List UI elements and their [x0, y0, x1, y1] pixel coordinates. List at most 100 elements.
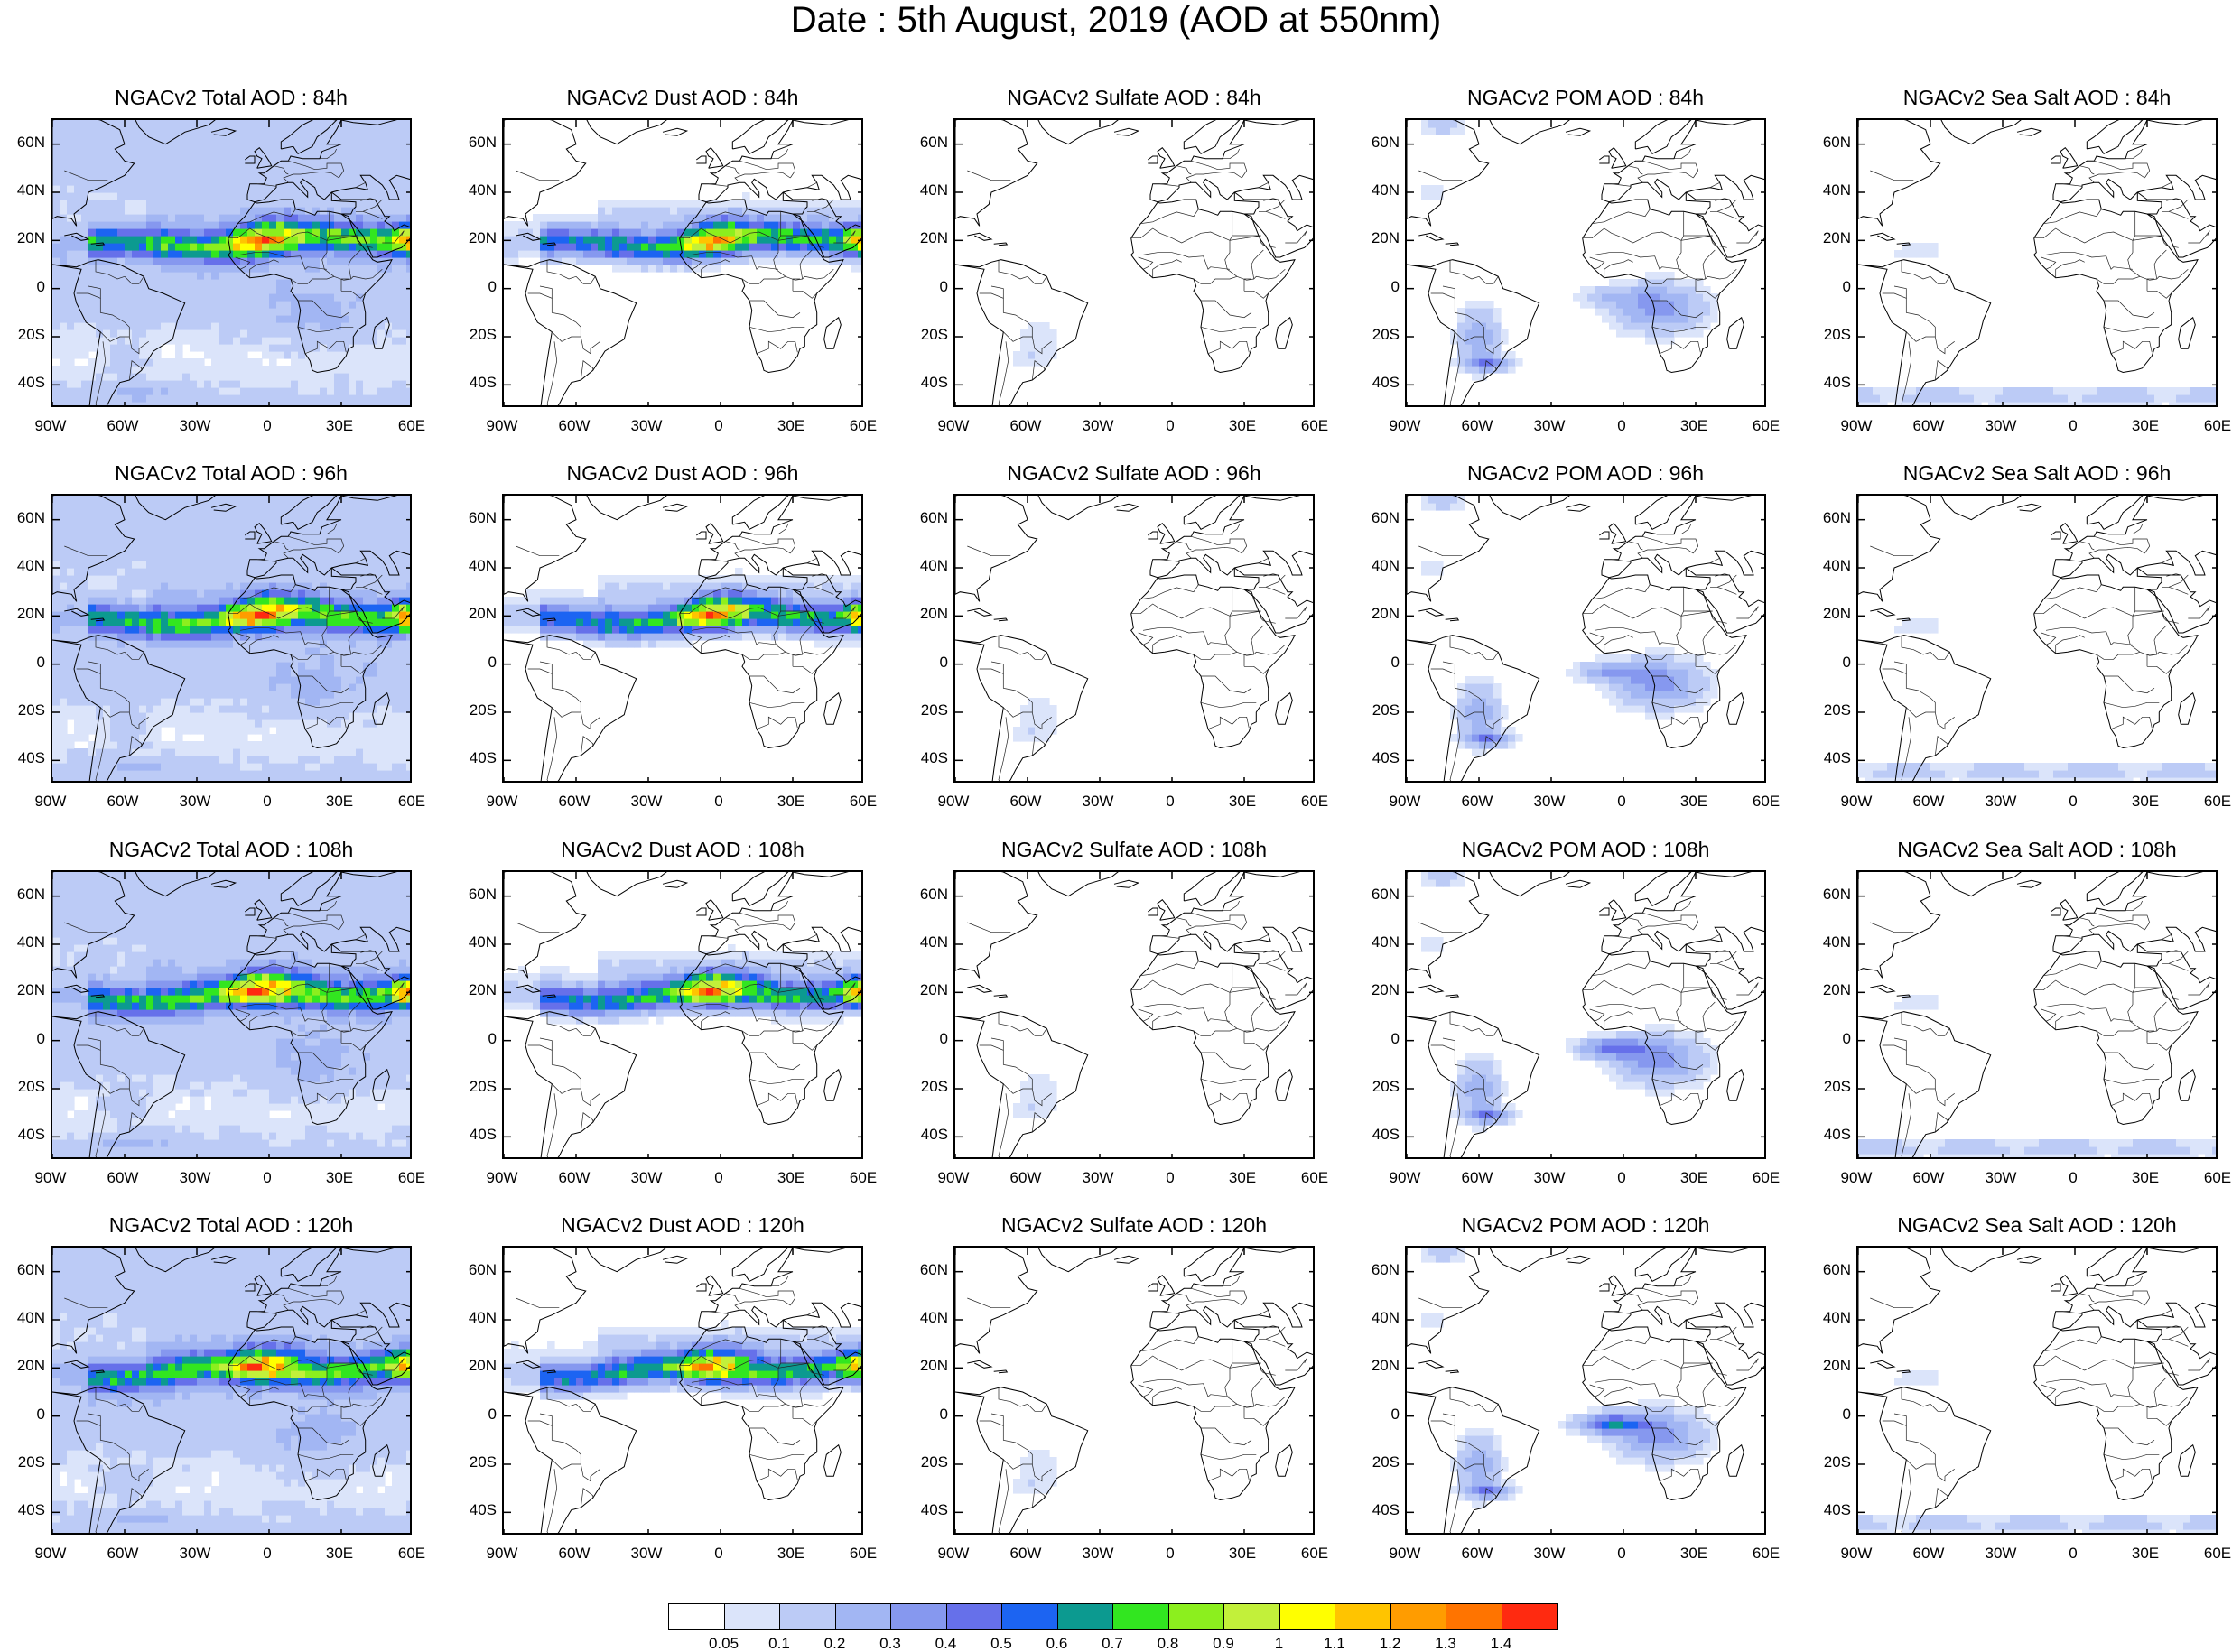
aod-field — [1858, 995, 2218, 1159]
lat-tick-label: 20N — [0, 982, 45, 998]
lon-tick-label: 60E — [385, 794, 439, 810]
aod-field — [1421, 496, 1718, 756]
lon-tick-label: 30W — [1522, 794, 1576, 810]
lat-tick-label: 60N — [1806, 886, 1851, 903]
lat-tick-label: 20S — [1354, 1079, 1400, 1095]
lon-tick-label: 0 — [2046, 1170, 2100, 1186]
lat-tick-label: 60N — [903, 135, 948, 151]
aod-field — [1858, 243, 2218, 407]
panel-title: NGACv2 Sulfate AOD : 120h — [953, 1213, 1315, 1237]
lat-tick-label: 20N — [903, 230, 948, 246]
colorbar-box — [946, 1603, 1003, 1630]
lon-tick-label: 0 — [1143, 1170, 1197, 1186]
colorbar-box — [1390, 1603, 1447, 1630]
lon-tick-label: 30W — [1974, 418, 2028, 434]
lat-tick-label: 0 — [0, 654, 45, 671]
lon-tick-label: 0 — [240, 1170, 294, 1186]
lon-tick-label: 30E — [1215, 794, 1269, 810]
lat-tick-label: 40S — [1354, 1502, 1400, 1518]
map-panel — [502, 118, 863, 407]
lon-tick-label: 30W — [1071, 794, 1125, 810]
lon-tick-label: 60W — [547, 418, 601, 434]
lat-tick-label: 0 — [451, 1406, 497, 1423]
lon-tick-label: 30E — [1215, 418, 1269, 434]
lat-tick-label: 20N — [451, 982, 497, 998]
lat-tick-label: 40N — [1806, 1310, 1851, 1326]
lat-tick-label: 60N — [903, 510, 948, 526]
coastlines — [1858, 496, 2218, 783]
lon-tick-label: 0 — [1143, 794, 1197, 810]
lon-tick-label: 60E — [2190, 1170, 2232, 1186]
lon-tick-label: 60E — [1739, 1545, 1793, 1562]
map-panel — [1856, 494, 2218, 783]
lat-tick-label: 40S — [903, 375, 948, 391]
lon-tick-label: 0 — [240, 794, 294, 810]
lon-tick-label: 30W — [619, 418, 674, 434]
lat-tick-label: 40S — [1806, 1127, 1851, 1143]
lat-tick-label: 60N — [1354, 135, 1400, 151]
colorbar-label: 0.5 — [974, 1636, 1028, 1652]
lat-tick-label: 40S — [0, 1502, 45, 1518]
colorbar-label: 0.6 — [1030, 1636, 1084, 1652]
figure-title: Date : 5th August, 2019 (AOD at 550nm) — [0, 0, 2232, 40]
lat-tick-label: 20S — [1354, 327, 1400, 343]
lat-tick-label: 40S — [1806, 375, 1851, 391]
lat-tick-label: 20S — [1806, 1454, 1851, 1471]
aod-field — [1858, 618, 2218, 783]
lat-tick-label: 20N — [0, 1358, 45, 1374]
colorbar-box — [1446, 1603, 1502, 1630]
map-panel — [1856, 1246, 2218, 1535]
lat-tick-label: 20S — [903, 702, 948, 719]
lat-tick-label: 0 — [1806, 1031, 1851, 1047]
lon-tick-label: 60E — [836, 794, 890, 810]
colorbar-box — [890, 1603, 947, 1630]
colorbar-label: 0.05 — [697, 1636, 751, 1652]
map-panel — [953, 1246, 1315, 1535]
lon-tick-label: 90W — [475, 1170, 529, 1186]
colorbar-box — [1223, 1603, 1280, 1630]
lat-tick-label: 40N — [1354, 934, 1400, 951]
colorbar-label: 0.3 — [863, 1636, 917, 1652]
lon-tick-label: 60W — [999, 1545, 1053, 1562]
lat-tick-label: 40N — [451, 182, 497, 199]
aod-field — [52, 872, 412, 1159]
coastlines — [955, 496, 1315, 783]
panel-title: NGACv2 Sulfate AOD : 108h — [953, 838, 1315, 861]
lat-tick-label: 0 — [1806, 1406, 1851, 1423]
colorbar-box — [1502, 1603, 1558, 1630]
lat-tick-label: 0 — [451, 1031, 497, 1047]
lat-tick-label: 40N — [903, 934, 948, 951]
panel-title: NGACv2 Total AOD : 84h — [51, 86, 412, 109]
lat-tick-label: 40N — [903, 558, 948, 574]
panel-title: NGACv2 Sea Salt AOD : 96h — [1856, 461, 2218, 485]
lat-tick-label: 20N — [1806, 1358, 1851, 1374]
lon-tick-label: 30W — [619, 1170, 674, 1186]
lat-tick-label: 0 — [1354, 1406, 1400, 1423]
lon-tick-label: 60W — [547, 794, 601, 810]
lon-tick-label: 60W — [999, 1170, 1053, 1186]
lat-tick-label: 0 — [903, 1031, 948, 1047]
aod-field — [52, 1248, 412, 1535]
lat-tick-label: 20N — [903, 606, 948, 622]
lat-tick-label: 20S — [903, 327, 948, 343]
lat-tick-label: 40N — [1354, 558, 1400, 574]
lat-tick-label: 0 — [1354, 654, 1400, 671]
map-panel — [51, 1246, 412, 1535]
coastlines — [955, 1248, 1315, 1535]
lat-tick-label: 40N — [451, 558, 497, 574]
lon-tick-label: 60W — [1902, 418, 1956, 434]
lon-tick-label: 30E — [2118, 418, 2172, 434]
lon-tick-label: 30W — [1522, 1545, 1576, 1562]
lat-tick-label: 40N — [1354, 182, 1400, 199]
lon-tick-label: 90W — [926, 418, 981, 434]
lat-tick-label: 20N — [451, 606, 497, 622]
lon-tick-label: 0 — [240, 418, 294, 434]
lat-tick-label: 0 — [903, 654, 948, 671]
lat-tick-label: 20N — [903, 1358, 948, 1374]
colorbar-box — [724, 1603, 781, 1630]
coastlines — [1858, 1248, 2218, 1535]
colorbar-box — [1168, 1603, 1225, 1630]
lat-tick-label: 20S — [451, 702, 497, 719]
colorbar-label: 0.1 — [752, 1636, 806, 1652]
lon-tick-label: 30E — [764, 1170, 818, 1186]
